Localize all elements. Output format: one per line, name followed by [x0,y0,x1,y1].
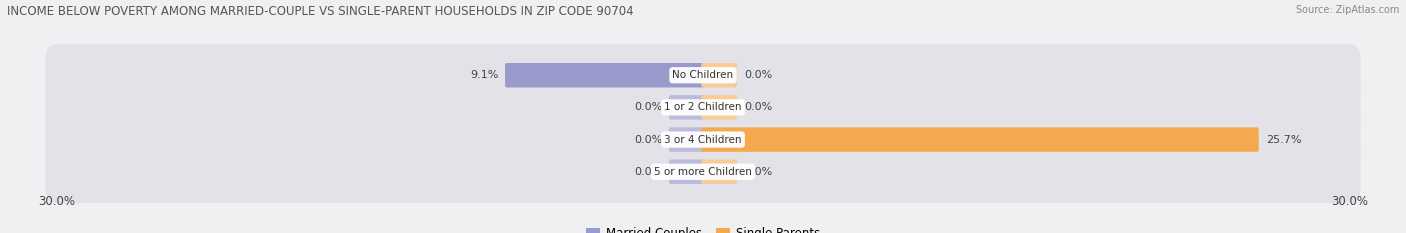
FancyBboxPatch shape [505,63,704,87]
FancyBboxPatch shape [669,127,704,152]
FancyBboxPatch shape [702,95,737,120]
Text: 9.1%: 9.1% [470,70,498,80]
FancyBboxPatch shape [45,140,1361,203]
Text: 0.0%: 0.0% [634,135,662,145]
FancyBboxPatch shape [702,127,1258,152]
Text: 1 or 2 Children: 1 or 2 Children [664,102,742,112]
Text: 5 or more Children: 5 or more Children [654,167,752,177]
Text: 3 or 4 Children: 3 or 4 Children [664,135,742,145]
FancyBboxPatch shape [702,63,737,87]
Text: 0.0%: 0.0% [744,102,772,112]
Text: No Children: No Children [672,70,734,80]
FancyBboxPatch shape [45,44,1361,106]
Text: 0.0%: 0.0% [744,70,772,80]
FancyBboxPatch shape [669,160,704,184]
FancyBboxPatch shape [669,95,704,120]
Text: 0.0%: 0.0% [634,102,662,112]
FancyBboxPatch shape [702,160,737,184]
Text: 0.0%: 0.0% [744,167,772,177]
Text: Source: ZipAtlas.com: Source: ZipAtlas.com [1295,5,1399,15]
Legend: Married Couples, Single Parents: Married Couples, Single Parents [586,227,820,233]
Text: INCOME BELOW POVERTY AMONG MARRIED-COUPLE VS SINGLE-PARENT HOUSEHOLDS IN ZIP COD: INCOME BELOW POVERTY AMONG MARRIED-COUPL… [7,5,634,18]
Text: 25.7%: 25.7% [1265,135,1301,145]
FancyBboxPatch shape [45,76,1361,139]
FancyBboxPatch shape [45,108,1361,171]
Text: 0.0%: 0.0% [634,167,662,177]
